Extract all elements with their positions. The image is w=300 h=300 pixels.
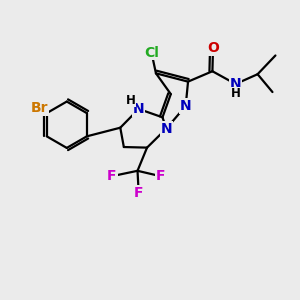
Text: N: N <box>180 99 191 113</box>
Text: H: H <box>125 94 135 107</box>
Text: N: N <box>133 102 145 116</box>
Text: N: N <box>160 122 172 136</box>
Text: N: N <box>230 77 242 91</box>
Text: Br: Br <box>31 101 48 115</box>
Text: F: F <box>156 169 165 183</box>
Text: Cl: Cl <box>144 46 159 59</box>
Text: F: F <box>134 186 143 200</box>
Text: O: O <box>207 41 219 56</box>
Text: H: H <box>231 87 241 100</box>
Text: F: F <box>107 169 117 183</box>
